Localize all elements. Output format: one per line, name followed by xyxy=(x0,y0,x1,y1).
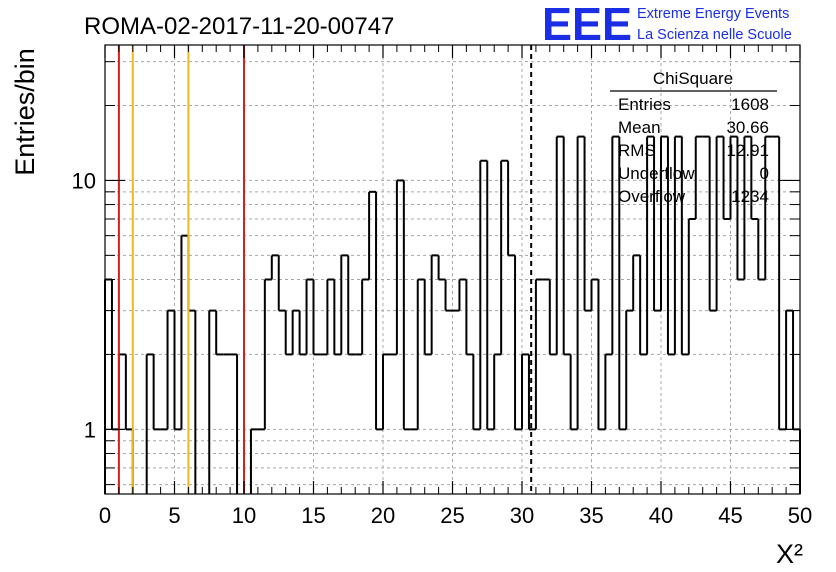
stats-value-rms: 12.91 xyxy=(726,141,769,160)
y-axis-label: Entries/bin xyxy=(10,48,40,176)
stats-label-mean: Mean xyxy=(618,118,661,137)
x-axis-label: X² xyxy=(776,539,803,569)
x-tick-label: 20 xyxy=(371,503,395,528)
x-tick-label: 10 xyxy=(232,503,256,528)
y-tick-label: 1 xyxy=(84,417,96,442)
stats-value-entries: 1608 xyxy=(731,95,769,114)
x-tick-labels: 0 5 10 15 20 25 30 35 40 45 50 xyxy=(99,503,812,528)
x-tick-label: 50 xyxy=(788,503,812,528)
reference-lines xyxy=(117,45,533,494)
x-tick-label: 35 xyxy=(579,503,603,528)
eee-logo: EEE Extreme Energy Events La Scienza nel… xyxy=(542,0,792,50)
y-tick-labels: 1 10 xyxy=(72,168,96,442)
stats-value-mean: 30.66 xyxy=(726,118,769,137)
x-tick-label: 25 xyxy=(440,503,464,528)
x-tick-label: 5 xyxy=(168,503,180,528)
x-tick-label: 30 xyxy=(510,503,534,528)
axis-ticks xyxy=(104,45,801,494)
stats-label-underflow: Underflow xyxy=(618,164,695,183)
stats-label-entries: Entries xyxy=(618,95,671,114)
run-title: ROMA-02-2017-11-20-00747 xyxy=(84,13,394,40)
x-tick-label: 0 xyxy=(99,503,111,528)
x-tick-label: 15 xyxy=(301,503,325,528)
x-tick-label: 45 xyxy=(718,503,742,528)
stats-label-overflow: Overflow xyxy=(618,187,686,206)
logo-mark: EEE xyxy=(542,0,632,50)
y-tick-label: 10 xyxy=(72,168,96,193)
stats-box: ChiSquare Entries 1608 Mean 30.66 RMS 12… xyxy=(610,69,777,206)
logo-line-1: Extreme Energy Events xyxy=(637,6,789,22)
logo-line-2: La Scienza nelle Scuole xyxy=(637,27,792,43)
stats-label-rms: RMS xyxy=(618,141,656,160)
stats-value-underflow: 0 xyxy=(760,164,769,183)
x-tick-label: 40 xyxy=(649,503,673,528)
stats-title: ChiSquare xyxy=(653,69,733,88)
stats-value-overflow: 1234 xyxy=(731,187,769,206)
